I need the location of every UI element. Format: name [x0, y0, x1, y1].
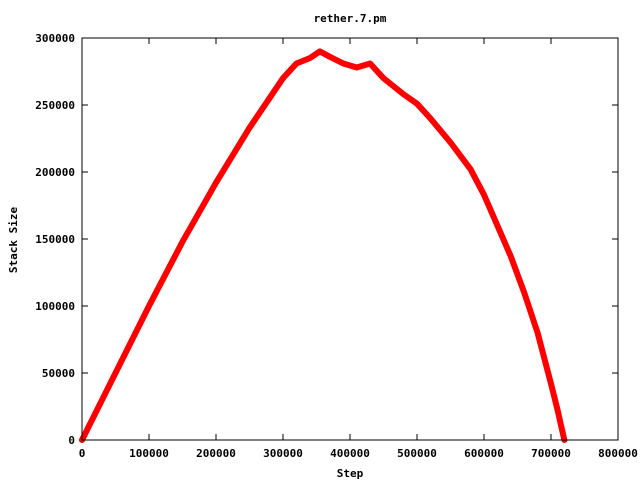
x-tick-label: 500000 [397, 447, 437, 460]
x-tick-label: 200000 [196, 447, 236, 460]
y-tick-label: 250000 [35, 99, 75, 112]
x-tick-label: 800000 [598, 447, 638, 460]
y-tick-label: 100000 [35, 300, 75, 313]
y-tick-label: 200000 [35, 166, 75, 179]
x-axis-label: Step [337, 467, 364, 480]
x-tick-label: 100000 [129, 447, 169, 460]
x-tick-label: 700000 [531, 447, 571, 460]
plot-frame [81, 37, 619, 441]
x-tick-label: 600000 [464, 447, 504, 460]
y-tick-label: 0 [68, 434, 75, 447]
x-tick-label: 0 [79, 447, 86, 460]
series-line [79, 48, 568, 443]
x-tick-label: 400000 [330, 447, 370, 460]
y-tick-label: 50000 [42, 367, 75, 380]
x-tick-label: 300000 [263, 447, 303, 460]
y-tick-label: 150000 [35, 233, 75, 246]
y-tick-label: 300000 [35, 32, 75, 45]
chart-title: rether.7.pm [314, 12, 387, 25]
y-axis-label: Stack Size [7, 207, 20, 274]
